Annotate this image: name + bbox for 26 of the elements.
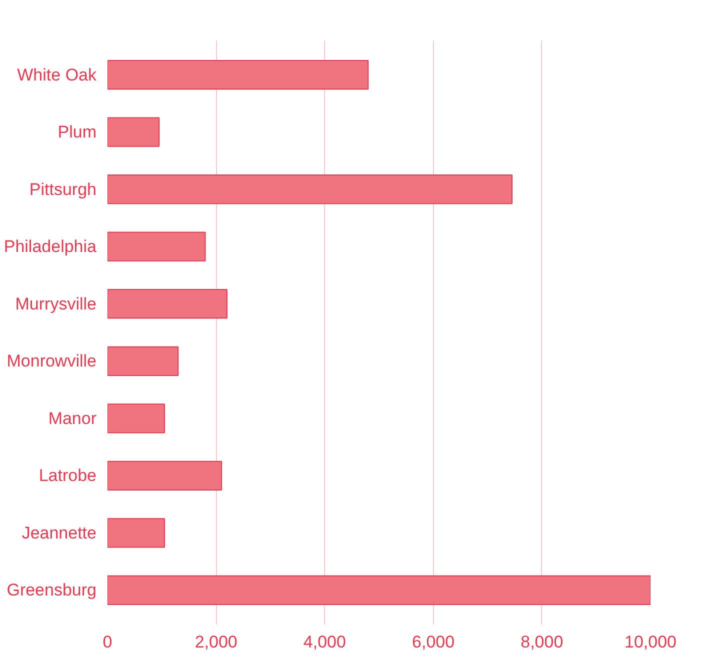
y-tick-label: Jeannette <box>22 523 97 542</box>
x-tick-label: 4,000 <box>303 632 346 652</box>
bar <box>108 518 166 548</box>
bar <box>108 174 513 204</box>
x-tick-label: 8,000 <box>520 632 564 652</box>
y-tick-label: White Oak <box>17 65 97 84</box>
y-tick-label: Murrysville <box>15 294 97 314</box>
x-tick-label: 6,000 <box>412 632 455 652</box>
bar <box>108 346 179 376</box>
bar <box>108 289 228 319</box>
y-tick-label: Latrobe <box>38 466 97 486</box>
y-tick-label: Philadelphia <box>4 237 98 256</box>
bar <box>108 60 369 90</box>
y-tick-label: Greensburg <box>6 580 97 600</box>
y-tick-label: Manor <box>48 408 97 428</box>
x-tick-label: 0 <box>102 632 112 652</box>
bar <box>108 232 206 262</box>
bar <box>108 117 160 147</box>
y-tick-label: Plum <box>58 122 97 142</box>
x-tick-label: 2,000 <box>194 632 238 652</box>
bar <box>108 460 222 490</box>
y-tick-label: Pittsurgh <box>29 180 97 199</box>
bar <box>108 575 650 605</box>
bar <box>108 404 166 434</box>
x-tick-label: 10,000 <box>624 632 676 652</box>
y-tick-label: Monrowville <box>6 352 96 371</box>
